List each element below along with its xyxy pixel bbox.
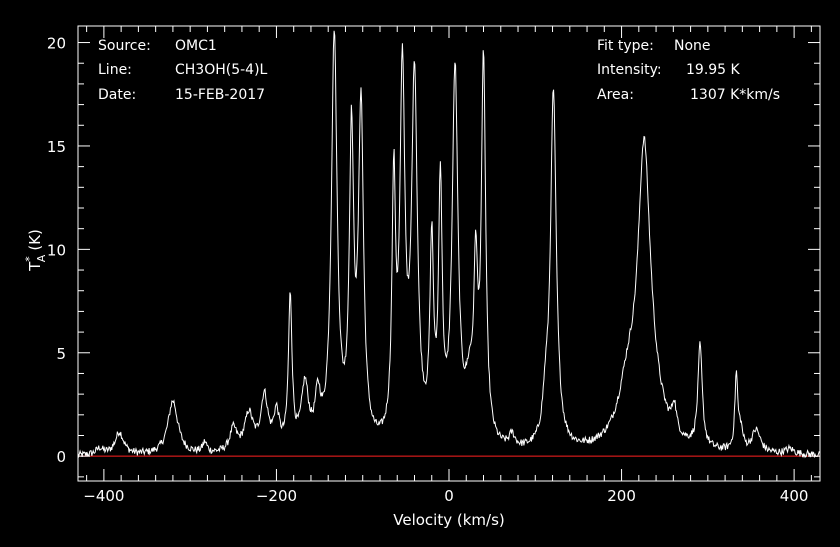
source-label: Source: xyxy=(98,38,151,54)
intensity-label: Intensity: xyxy=(597,62,662,78)
y-tick-label: 15 xyxy=(47,138,66,156)
x-tick-label: −400 xyxy=(83,487,124,505)
x-tick-label: 0 xyxy=(444,487,454,505)
x-tick-label: 400 xyxy=(780,487,809,505)
plot-frame xyxy=(77,25,821,482)
y-axis-title: T*A (K) xyxy=(23,229,48,272)
x-tick-label: 200 xyxy=(607,487,636,505)
line-label: Line: xyxy=(98,62,132,78)
y-tick-label: 10 xyxy=(47,241,66,259)
y-axis-title-sup: * xyxy=(23,256,36,262)
plot-area xyxy=(77,30,820,459)
source-value: OMC1 xyxy=(175,38,217,54)
line-value: CH3OH(5-4)L xyxy=(175,62,268,78)
fit-type-value: None xyxy=(674,38,711,54)
y-axis-title-unit: (K) xyxy=(26,229,44,251)
y-tick-label: 20 xyxy=(47,35,66,53)
axis-ticks xyxy=(78,26,820,481)
svg-text:T*A(K): T*A (K) xyxy=(23,229,48,272)
x-tick-label: −200 xyxy=(256,487,297,505)
y-tick-label: 5 xyxy=(56,345,66,363)
fit-type-label: Fit type: xyxy=(597,38,654,54)
spectrum-line xyxy=(77,30,820,459)
y-tick-label: 0 xyxy=(56,448,66,466)
date-value: 15-FEB-2017 xyxy=(175,87,265,103)
tick-labels: −400 −200 0 200 400 0 5 10 15 20 xyxy=(47,35,809,505)
area-value: 1307 K*km/s xyxy=(690,87,780,103)
y-axis-title-main: T xyxy=(26,261,44,272)
y-axis-title-sub: A xyxy=(35,254,48,262)
date-label: Date: xyxy=(98,87,136,103)
intensity-value: 19.95 K xyxy=(686,62,741,78)
area-label: Area: xyxy=(597,87,634,103)
x-axis-title: Velocity (km/s) xyxy=(393,511,504,529)
